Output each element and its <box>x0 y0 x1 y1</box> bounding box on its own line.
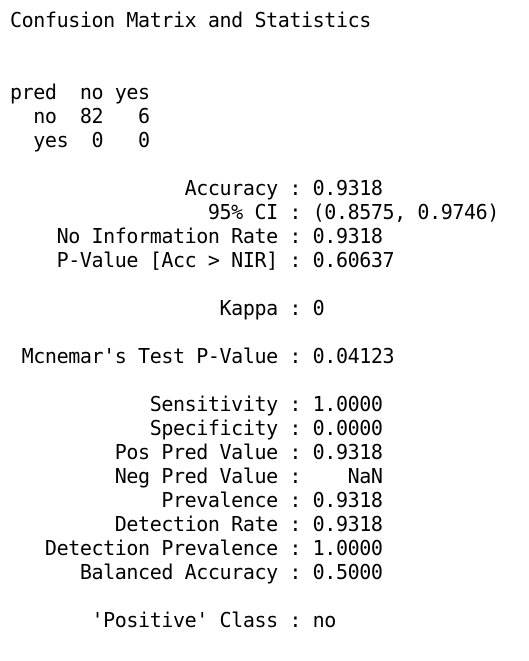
stat-detection-prevalence: Detection Prevalence : 1.0000 <box>10 536 383 560</box>
stat-specificity: Specificity : 0.0000 <box>10 416 383 440</box>
blank-line <box>10 584 499 608</box>
blank-line <box>10 272 499 296</box>
console-output: Confusion Matrix and Statistics pred no y… <box>10 8 499 632</box>
matrix-row-yes: yes 0 0 <box>10 128 150 152</box>
stat-balanced-accuracy: Balanced Accuracy : 0.5000 <box>10 560 383 584</box>
stat-sensitivity: Sensitivity : 1.0000 <box>10 392 383 416</box>
stat-p-value-acc-nir: P-Value [Acc > NIR] : 0.60637 <box>10 248 395 272</box>
blank-line <box>10 320 499 344</box>
blank-line <box>10 152 499 176</box>
stat-pos-pred-value: Pos Pred Value : 0.9318 <box>10 440 383 464</box>
matrix-header-row: pred no yes <box>10 80 150 104</box>
blank-line <box>10 368 499 392</box>
output-title: Confusion Matrix and Statistics <box>10 8 371 32</box>
stat-confidence-interval: 95% CI : (0.8575, 0.9746) <box>10 200 499 224</box>
stat-no-information-rate: No Information Rate : 0.9318 <box>10 224 383 248</box>
stat-accuracy: Accuracy : 0.9318 <box>10 176 383 200</box>
stat-prevalence: Prevalence : 0.9318 <box>10 488 383 512</box>
stat-kappa: Kappa : 0 <box>10 296 325 320</box>
stat-detection-rate: Detection Rate : 0.9318 <box>10 512 383 536</box>
stat-mcnemar-p-value: Mcnemar's Test P-Value : 0.04123 <box>10 344 395 368</box>
blank-line <box>10 56 499 80</box>
stat-neg-pred-value: Neg Pred Value : NaN <box>10 464 383 488</box>
matrix-row-no: no 82 6 <box>10 104 150 128</box>
stat-positive-class: 'Positive' Class : no <box>10 608 336 632</box>
blank-line <box>10 32 499 56</box>
